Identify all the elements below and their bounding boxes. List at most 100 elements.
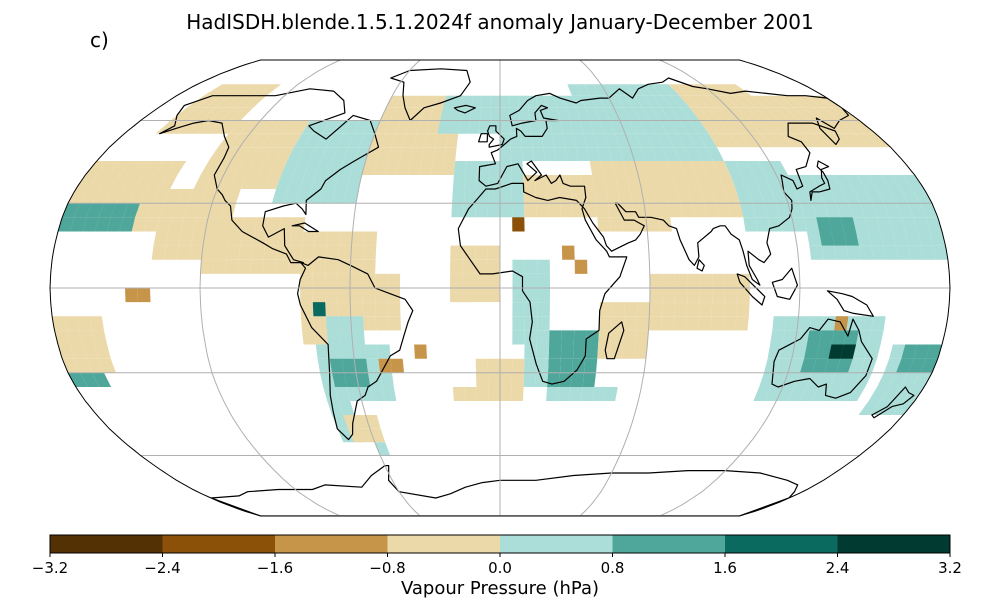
anomaly-cell bbox=[293, 133, 313, 148]
anomaly-cell bbox=[685, 316, 700, 331]
anomaly-cell bbox=[852, 217, 869, 232]
anomaly-cell bbox=[131, 217, 148, 232]
anomaly-cell bbox=[739, 120, 761, 134]
anomaly-cell bbox=[864, 344, 881, 359]
anomaly-cell bbox=[719, 133, 739, 148]
anomaly-cell bbox=[633, 344, 648, 359]
anomaly-cell bbox=[250, 259, 264, 274]
anomaly-cell bbox=[376, 147, 392, 161]
anomaly-cell bbox=[908, 358, 926, 373]
anomaly-cell bbox=[641, 189, 656, 204]
anomaly-cell bbox=[269, 161, 288, 175]
anomaly-cell bbox=[912, 189, 932, 204]
anomaly-cell bbox=[843, 330, 859, 345]
anomaly-cell bbox=[776, 203, 792, 218]
anomaly-cell bbox=[609, 120, 626, 134]
anomaly-cell bbox=[362, 259, 376, 274]
anomaly-cell bbox=[787, 95, 814, 108]
anomaly-cell bbox=[432, 147, 446, 161]
anomaly-cell bbox=[94, 344, 111, 359]
anomaly-cell bbox=[325, 245, 340, 260]
anomaly-cell bbox=[322, 120, 341, 134]
anomaly-cell bbox=[607, 95, 624, 108]
anomaly-cell bbox=[756, 107, 780, 121]
anomaly-cell bbox=[375, 316, 389, 331]
anomaly-cell bbox=[128, 189, 147, 204]
anomaly-cell bbox=[625, 95, 643, 108]
anomaly-cell bbox=[387, 302, 401, 317]
anomaly-cell bbox=[680, 203, 695, 218]
anomaly-cell bbox=[814, 95, 842, 108]
anomaly-cell bbox=[599, 316, 612, 331]
anomaly-cell bbox=[338, 245, 352, 260]
anomaly-cell bbox=[313, 316, 327, 331]
anomaly-cell bbox=[592, 84, 608, 96]
anomaly-cell bbox=[896, 358, 914, 373]
anomaly-cell bbox=[462, 95, 474, 108]
anomaly-cell bbox=[751, 95, 776, 108]
anomaly-cell bbox=[238, 245, 253, 260]
anomaly-cell bbox=[871, 316, 886, 331]
anomaly-cell bbox=[558, 189, 572, 204]
anomaly-cell bbox=[270, 120, 291, 134]
anomaly-cell bbox=[339, 330, 353, 345]
anomaly-cell bbox=[889, 217, 906, 232]
anomaly-cell bbox=[511, 372, 524, 387]
anomaly-cell bbox=[532, 147, 545, 161]
anomaly-cell bbox=[287, 259, 301, 274]
anomaly-cell bbox=[582, 189, 596, 204]
anomaly-cell bbox=[669, 120, 688, 134]
colorbar-bin bbox=[500, 535, 613, 553]
anomaly-cell bbox=[253, 147, 273, 161]
anomaly-cell bbox=[312, 120, 331, 134]
anomaly-cell bbox=[796, 95, 823, 108]
anomaly-cell bbox=[437, 120, 451, 134]
anomaly-cell bbox=[816, 217, 832, 232]
anomaly-cell bbox=[246, 161, 265, 175]
anomaly-cell bbox=[841, 189, 860, 204]
anomaly-cell bbox=[822, 387, 842, 401]
anomaly-cell bbox=[884, 358, 902, 373]
anomaly-cell bbox=[212, 259, 227, 274]
anomaly-cell bbox=[672, 175, 689, 189]
anomaly-cell bbox=[629, 189, 644, 204]
anomaly-cell bbox=[661, 175, 677, 189]
anomaly-cell bbox=[692, 203, 707, 218]
anomaly-cell bbox=[917, 231, 934, 246]
anomaly-cell bbox=[656, 161, 673, 175]
anomaly-cell bbox=[304, 133, 323, 148]
anomaly-cell bbox=[788, 387, 807, 401]
anomaly-cell bbox=[608, 203, 622, 218]
anomaly-cell bbox=[228, 120, 251, 134]
anomaly-cell bbox=[735, 316, 749, 331]
anomaly-cell bbox=[828, 217, 844, 232]
anomaly-cell bbox=[547, 372, 560, 387]
anomaly-cell bbox=[799, 175, 819, 189]
anomaly-cell bbox=[767, 344, 783, 359]
anomaly-cell bbox=[481, 95, 491, 108]
anomaly-cell bbox=[574, 259, 588, 274]
anomaly-cell bbox=[416, 120, 431, 134]
anomaly-cell bbox=[727, 107, 750, 121]
anomaly-cell bbox=[579, 120, 594, 134]
anomaly-cell bbox=[557, 387, 571, 401]
anomaly-cell bbox=[892, 231, 909, 246]
anomaly-cell bbox=[366, 358, 380, 373]
anomaly-cell bbox=[250, 133, 271, 148]
anomaly-cell bbox=[853, 189, 872, 204]
anomaly-cell bbox=[688, 95, 709, 108]
anomaly-cell bbox=[325, 259, 339, 274]
anomaly-cell bbox=[619, 147, 635, 161]
anomaly-cell bbox=[284, 189, 300, 204]
anomaly-cell bbox=[168, 217, 184, 232]
anomaly-cell bbox=[900, 372, 920, 387]
anomaly-cell bbox=[566, 107, 580, 121]
anomaly-cell bbox=[240, 175, 259, 189]
anomaly-cell bbox=[674, 302, 688, 317]
anomaly-cell bbox=[617, 84, 635, 96]
anomaly-cell bbox=[477, 161, 489, 175]
anomaly-cell bbox=[54, 330, 71, 345]
anomaly-cell bbox=[698, 133, 717, 148]
anomaly-cell bbox=[677, 133, 696, 148]
